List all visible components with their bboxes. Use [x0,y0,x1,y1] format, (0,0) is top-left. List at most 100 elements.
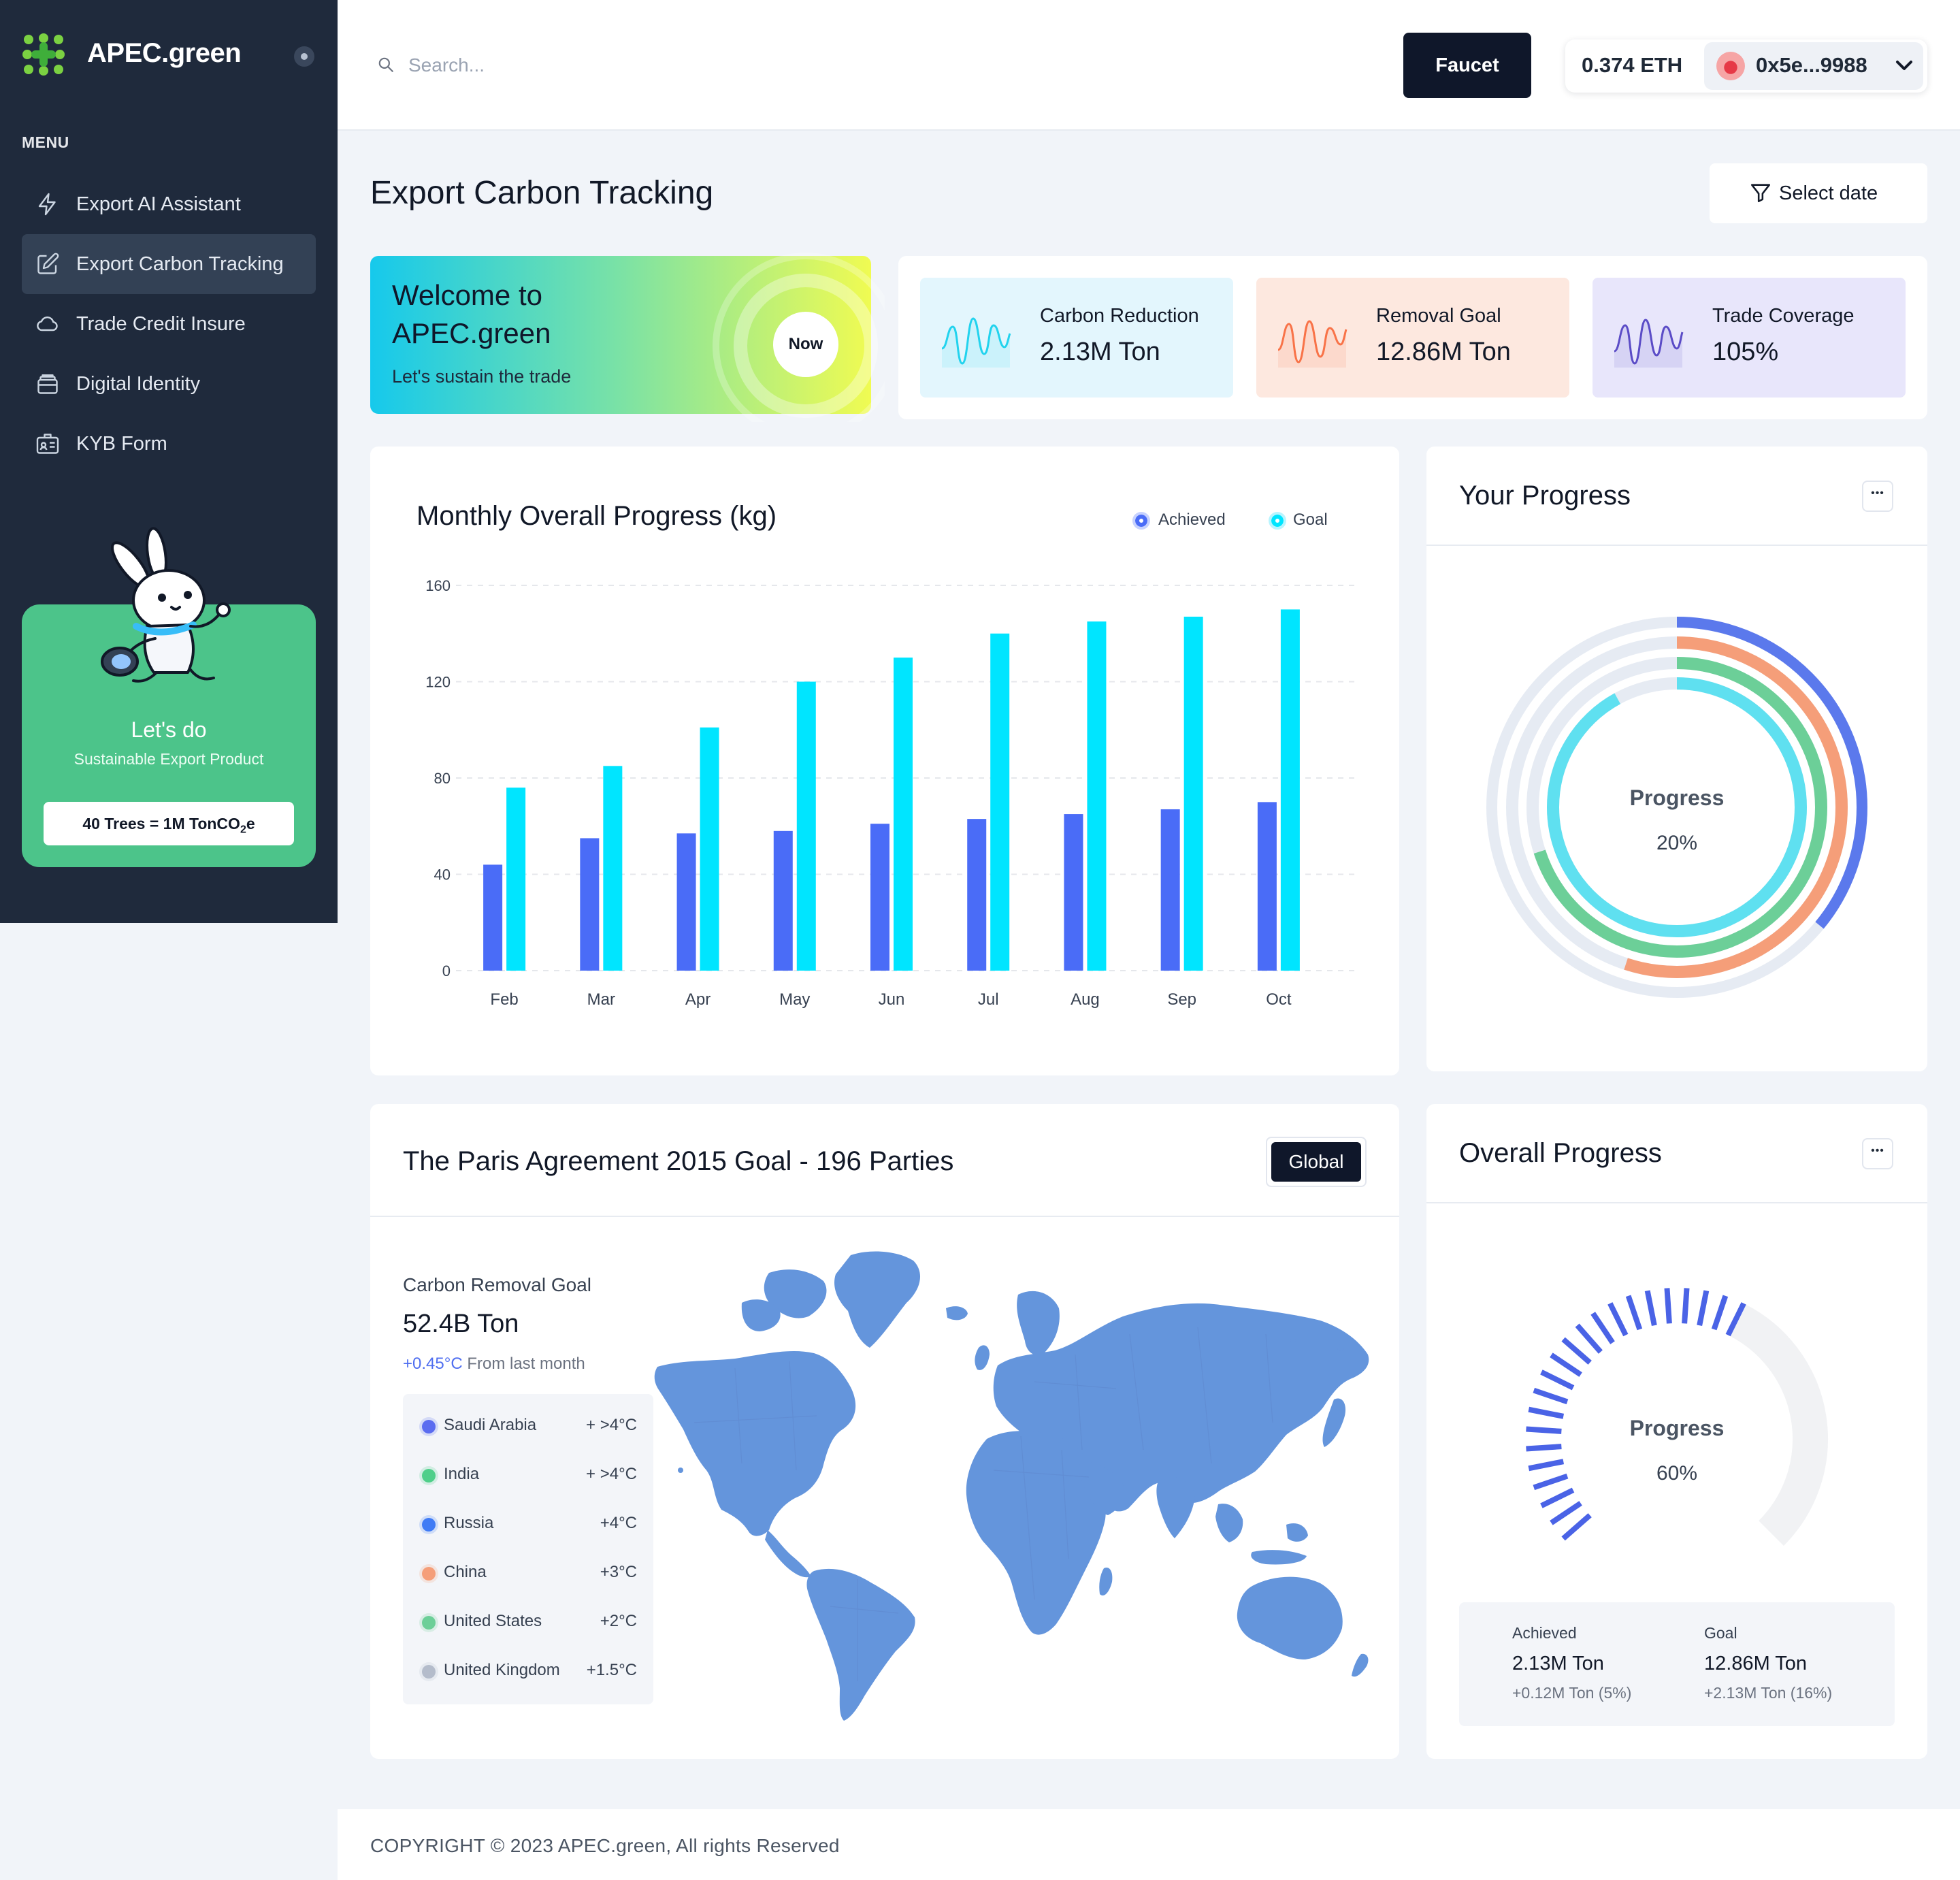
bar-goal-aug[interactable] [1087,621,1107,971]
y-tick-label: 120 [425,674,451,691]
trees-equivalence-button[interactable]: 40 Trees = 1M TonCO2e [44,802,294,845]
country-name: Saudi Arabia [444,1416,537,1434]
x-tick-label: Feb [490,990,518,1009]
stat-label: Trade Coverage [1712,305,1855,327]
y-tick-label: 80 [434,770,451,787]
your-progress-title: Your Progress [1459,481,1631,510]
achieved-label: Achieved [1512,1624,1577,1642]
bar-achieved-jul[interactable] [967,819,987,971]
gauge-tick [1533,1387,1569,1405]
sidebar-item-label: Digital Identity [76,373,201,395]
sidebar-item-export-ai-assistant[interactable]: Export AI Assistant [22,174,316,234]
card-stack-icon [37,374,58,394]
stat-value: 12.86M Ton [1376,338,1511,366]
trees-equivalence-suffix: e [246,815,255,832]
bar-goal-apr[interactable] [700,727,719,971]
gauge-tick [1533,1473,1569,1491]
carbon-removal-goal-label: Carbon Removal Goal [403,1274,592,1295]
trees-equivalence-subscript: 2 [240,824,246,836]
your-progress-rings-chart [1486,617,1867,998]
filter-icon [1750,184,1771,203]
overall-progress-center-label: Progress [1629,1416,1725,1440]
gauge-tick [1561,1337,1592,1365]
bar-goal-may[interactable] [796,681,816,971]
overall-progress-more-button[interactable] [1862,1138,1893,1169]
bar-achieved-mar[interactable] [580,838,600,971]
bar-achieved-oct[interactable] [1257,802,1277,971]
sidebar-item-kyb-form[interactable]: KYB Form [22,414,316,474]
bar-achieved-sep[interactable] [1160,809,1180,971]
trees-equivalence-text: 40 Trees = 1M TonCO [82,815,240,832]
gauge-tick [1607,1302,1629,1337]
sidebar-item-digital-identity[interactable]: Digital Identity [22,354,316,414]
y-tick-label: 40 [434,866,451,884]
bar-goal-oct[interactable] [1280,609,1300,971]
stat-removal-goal: Removal Goal 12.86M Ton [1256,278,1569,398]
search-input[interactable] [408,49,885,82]
divider [1426,545,1927,546]
your-progress-more-button[interactable] [1862,481,1893,512]
gauge-tick [1528,1459,1565,1472]
lightning-icon [38,193,56,216]
sidebar-item-label: KYB Form [76,433,167,455]
gauge-tick [1526,1426,1562,1434]
country-dot [422,1616,436,1630]
stat-value: 105% [1712,338,1779,366]
country-temp: +1.5°C [586,1661,637,1679]
country-name: United States [444,1612,542,1630]
country-name: Russia [444,1514,494,1532]
legend-achieved-label[interactable]: Achieved [1158,510,1226,529]
copyright-text: COPYRIGHT © 2023 APEC.green, All rights … [370,1835,840,1856]
country-list [403,1394,653,1704]
gauge-tick [1526,1444,1562,1452]
global-filter-button[interactable]: Global [1266,1137,1367,1187]
country-temp: + >4°C [586,1465,637,1483]
overall-progress-title: Overall Progress [1459,1138,1662,1168]
bar-goal-sep[interactable] [1183,616,1203,971]
select-date-label: Select date [1779,182,1878,204]
x-tick-label: Jul [978,990,999,1009]
sidebar-item-export-carbon-tracking[interactable]: Export Carbon Tracking [22,234,316,294]
bar-achieved-may[interactable] [773,830,793,971]
legend-goal-label[interactable]: Goal [1293,510,1328,529]
bar-achieved-aug[interactable] [1064,814,1083,971]
divider [1426,1202,1927,1203]
gauge-tick [1664,1288,1672,1324]
now-button[interactable]: Now [773,312,838,377]
sidebar-toggle-button[interactable] [294,46,314,67]
achieved-delta: +0.12M Ton (5%) [1512,1684,1632,1702]
sidebar-item-label: Trade Credit Insure [76,313,246,335]
gauge-tick [1697,1290,1710,1327]
faucet-button[interactable]: Faucet [1403,33,1531,98]
gauge-tick [1561,1513,1592,1541]
gauge-track [1729,1304,1828,1546]
welcome-subtitle: Let's sustain the trade [392,366,572,387]
stat-value: 2.13M Ton [1040,338,1160,366]
sidebar-item-trade-credit-insure[interactable]: Trade Credit Insure [22,294,316,354]
goal-label: Goal [1704,1624,1737,1642]
x-tick-label: Mar [587,990,615,1009]
world-map[interactable] [653,1246,1375,1722]
bar-goal-jul[interactable] [990,633,1010,971]
country-name: United Kingdom [444,1661,560,1679]
your-progress-center-label: Progress [1629,785,1725,810]
overall-summary [1459,1602,1895,1726]
stat-trade-coverage: Trade Coverage 105% [1592,278,1906,398]
chevron-down-icon[interactable] [1895,59,1914,72]
bar-goal-feb[interactable] [506,788,526,971]
stat-label: Carbon Reduction [1040,305,1199,327]
goal-value: 12.86M Ton [1704,1653,1808,1674]
bar-goal-mar[interactable] [603,766,623,971]
select-date-button[interactable]: Select date [1710,163,1927,223]
goal-delta: +0.45°C From last month [403,1355,585,1374]
bar-achieved-feb[interactable] [483,864,503,971]
gauge-tick [1550,1501,1582,1525]
x-tick-label: Sep [1167,990,1196,1009]
wallet-avatar [1716,52,1745,80]
bar-achieved-apr[interactable] [676,833,696,971]
y-tick-label: 0 [442,962,451,979]
legend-goal-dot [1269,512,1286,530]
bar-achieved-jun[interactable] [870,824,889,971]
sparkline-icon [1614,319,1684,368]
bar-goal-jun[interactable] [894,658,913,971]
